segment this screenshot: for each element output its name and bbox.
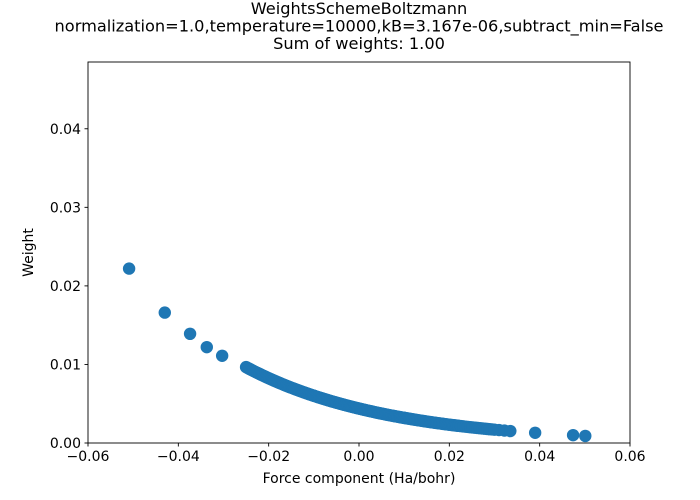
scatter-point	[528, 426, 542, 439]
scatter-point	[566, 428, 580, 442]
y-tick-label: 0.04	[50, 122, 81, 138]
x-tick-label: −0.04	[157, 449, 200, 465]
chart-title-line-1: WeightsSchemeBoltzmann	[251, 0, 468, 18]
scatter-point	[215, 349, 229, 362]
y-tick-label: 0.02	[50, 279, 81, 295]
x-tick-label: −0.02	[247, 449, 290, 465]
x-tick-label: −0.06	[67, 449, 110, 465]
y-axis-label: Weight	[21, 228, 37, 277]
scatter-point	[504, 424, 517, 438]
x-tick-label: 0.04	[524, 449, 555, 465]
x-axis-label: Force component (Ha/bohr)	[263, 471, 456, 487]
x-tick-label: 0.06	[614, 449, 645, 465]
chart-title-line-3: Sum of weights: 1.00	[273, 34, 445, 53]
x-tick-label: 0.00	[343, 449, 374, 465]
y-tick-label: 0.00	[50, 436, 81, 452]
plot-border	[87, 61, 631, 444]
scatter-point	[183, 327, 197, 341]
x-axis-ticks: −0.06 −0.04 −0.02 0.00 0.02 0.04 0.06	[67, 443, 646, 465]
scatter-point	[158, 306, 171, 319]
scatter-point	[122, 262, 136, 275]
scatter-series	[122, 262, 592, 443]
scatter-point	[579, 429, 592, 443]
y-tick-label: 0.01	[50, 357, 81, 373]
y-tick-label: 0.03	[50, 200, 81, 216]
x-tick-label: 0.02	[434, 449, 465, 465]
chart-title-line-2: normalization=1.0,temperature=10000,kB=3…	[55, 17, 664, 37]
y-axis-ticks: 0.00 0.01 0.02 0.03 0.04	[50, 122, 88, 452]
scatter-point	[200, 340, 213, 354]
